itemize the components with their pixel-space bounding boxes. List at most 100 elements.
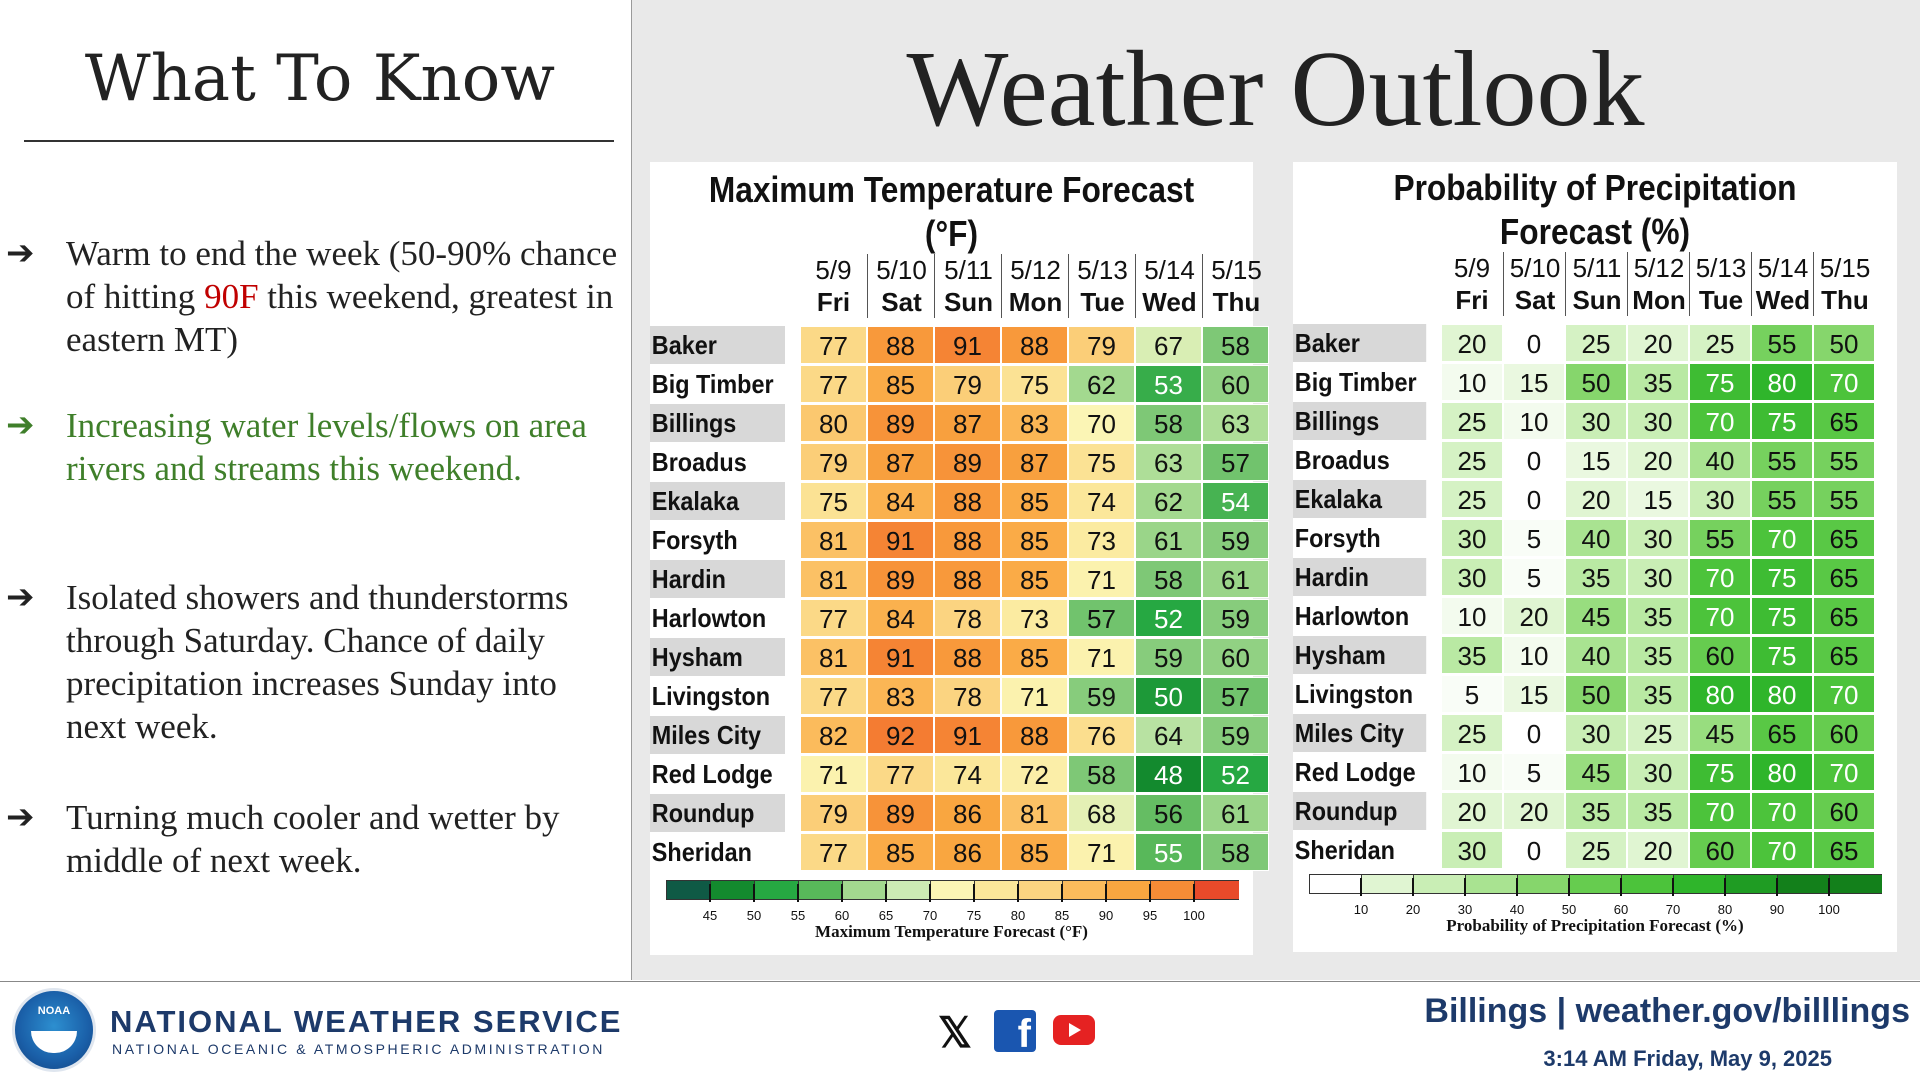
forecast-cell: 59 <box>1135 638 1202 676</box>
colorbar-tick-label: 85 <box>1054 908 1070 923</box>
office-site[interactable]: Billings | weather.gov/billlings <box>1424 992 1910 1030</box>
forecast-cell: 61 <box>1202 794 1269 832</box>
forecast-cell: 15 <box>1565 441 1627 479</box>
forecast-cell: 88 <box>1001 716 1068 754</box>
colorbar-segment <box>974 880 1019 900</box>
forecast-cell: 75 <box>1689 363 1751 401</box>
forecast-cell: 0 <box>1503 831 1565 869</box>
forecast-cell: 71 <box>1001 677 1068 715</box>
forecast-cell: 74 <box>934 755 1001 793</box>
forecast-cell: 60 <box>1689 636 1751 674</box>
colorbar-segment <box>1777 874 1830 894</box>
forecast-cell: 55 <box>1689 519 1751 557</box>
colorbar-tick-label: 45 <box>702 908 718 923</box>
forecast-cell: 71 <box>1068 638 1135 676</box>
forecast-cell: 83 <box>1001 404 1068 442</box>
city-label: Miles City <box>1293 714 1427 752</box>
forecast-cell: 20 <box>1441 324 1503 362</box>
day-date: 5/9 <box>815 255 852 285</box>
forecast-cell: 75 <box>1751 597 1813 635</box>
colorbar-segment <box>1062 880 1107 900</box>
forecast-cell: 81 <box>1001 794 1068 832</box>
forecast-cell: 80 <box>1751 675 1813 713</box>
forecast-cell: 65 <box>1813 636 1875 674</box>
forecast-cell: 20 <box>1627 441 1689 479</box>
forecast-cell: 25 <box>1627 714 1689 752</box>
forecast-cell: 60 <box>1202 638 1269 676</box>
city-label: Big Timber <box>650 365 785 403</box>
forecast-cell: 65 <box>1813 402 1875 440</box>
forecast-cell: 50 <box>1813 324 1875 362</box>
forecast-cell: 81 <box>800 521 867 559</box>
forecast-cell: 30 <box>1441 558 1503 596</box>
x-icon[interactable]: 𝕏 <box>938 1009 972 1056</box>
forecast-cell: 84 <box>867 599 934 637</box>
day-date: 5/12 <box>1010 255 1061 285</box>
city-label: Billings <box>1293 402 1427 440</box>
colorbar-segment <box>1194 880 1239 900</box>
forecast-cell: 77 <box>800 677 867 715</box>
day-date: 5/15 <box>1819 253 1871 283</box>
colorbar-segment <box>1309 874 1362 894</box>
day-header: 5/14 Wed <box>1751 252 1814 316</box>
forecast-cell: 75 <box>1751 402 1813 440</box>
colorbar-tick-label: 30 <box>1457 902 1473 917</box>
forecast-cell: 80 <box>800 404 867 442</box>
colorbar-segment <box>1106 880 1151 900</box>
colorbar-tick-label: 40 <box>1509 902 1525 917</box>
day-name: Sat <box>1514 285 1556 315</box>
forecast-cell: 88 <box>1001 326 1068 364</box>
bullet-2-text: Increasing water levels/flows on area ri… <box>66 406 587 488</box>
colorbar-tick <box>1149 884 1151 902</box>
colorbar-tick-label: 90 <box>1769 902 1785 917</box>
colorbar-segment <box>886 880 931 900</box>
forecast-cell: 82 <box>800 716 867 754</box>
forecast-cell: 87 <box>1001 443 1068 481</box>
colorbar-tick <box>1724 878 1726 896</box>
forecast-cell: 75 <box>1068 443 1135 481</box>
forecast-cell: 54 <box>1202 482 1269 520</box>
forecast-cell: 70 <box>1751 519 1813 557</box>
colorbar-segment <box>710 880 755 900</box>
forecast-cell: 80 <box>1751 753 1813 791</box>
forecast-cell: 65 <box>1813 597 1875 635</box>
forecast-cell: 45 <box>1565 597 1627 635</box>
day-name: Tue <box>1698 285 1744 315</box>
forecast-cell: 60 <box>1813 792 1875 830</box>
forecast-cell: 74 <box>1068 482 1135 520</box>
colorbar-tick <box>1105 884 1107 902</box>
day-date: 5/11 <box>944 255 993 285</box>
forecast-cell: 92 <box>867 716 934 754</box>
forecast-cell: 83 <box>867 677 934 715</box>
colorbar-segment <box>754 880 799 900</box>
colorbar-tick <box>1193 884 1195 902</box>
city-label: Hardin <box>650 560 785 598</box>
colorbar-title: Maximum Temperature Forecast (°F) <box>815 922 1088 941</box>
colorbar-segment <box>666 880 711 900</box>
colorbar-tick <box>709 884 711 902</box>
forecast-cell: 70 <box>1689 402 1751 440</box>
arrow-icon: ➔ <box>6 797 35 837</box>
issue-timestamp: 3:14 AM Friday, May 9, 2025 <box>1543 1046 1832 1071</box>
city-label: Baker <box>650 326 785 364</box>
forecast-cell: 25 <box>1441 480 1503 518</box>
what-to-know-title: What To Know <box>84 42 556 116</box>
day-date: 5/11 <box>1572 253 1622 283</box>
forecast-cell: 59 <box>1202 599 1269 637</box>
forecast-cell: 77 <box>800 365 867 403</box>
forecast-cell: 35 <box>1565 558 1627 596</box>
forecast-cell: 57 <box>1068 599 1135 637</box>
colorbar-tick <box>1620 878 1622 896</box>
forecast-cell: 62 <box>1135 482 1202 520</box>
forecast-cell: 85 <box>1001 560 1068 598</box>
bullet-4-text: Turning much cooler and wetter by middle… <box>66 798 560 880</box>
forecast-cell: 70 <box>1689 597 1751 635</box>
facebook-icon[interactable]: f <box>994 1010 1036 1052</box>
bullet-3-text: Isolated showers and thunderstorms throu… <box>66 578 569 746</box>
youtube-icon[interactable] <box>1053 1015 1095 1045</box>
colorbar-tick <box>797 884 799 902</box>
forecast-cell: 79 <box>934 365 1001 403</box>
day-name: Mon <box>1008 287 1063 317</box>
colorbar-segment <box>1569 874 1622 894</box>
forecast-cell: 88 <box>934 560 1001 598</box>
